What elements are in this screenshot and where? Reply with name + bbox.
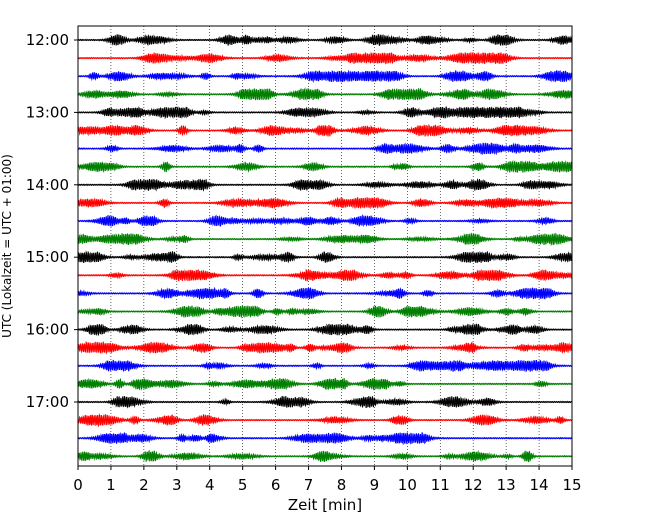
trace-1345: [77, 159, 573, 174]
trace-1215: [77, 51, 573, 65]
x-tick-label-4: 4: [205, 476, 215, 494]
trace-1530: [77, 286, 573, 300]
trace-1230: [77, 69, 573, 84]
y-tick-label-16:00: 16:00: [26, 321, 69, 339]
y-axis-ticks: 12:00 13:00 14:00 15:00 16:00 17:00: [26, 31, 78, 411]
trace-1400: [77, 177, 573, 192]
trace-1330: [77, 142, 573, 156]
trace-1615: [77, 340, 573, 355]
y-tick-label-13:00: 13:00: [26, 103, 69, 121]
y-tick-label-17:00: 17:00: [26, 393, 69, 411]
x-tick-label-6: 6: [271, 476, 281, 494]
x-tick-label-13: 13: [497, 476, 516, 494]
trace-1700: [77, 395, 573, 409]
trace-1245: [77, 87, 573, 101]
trace-1415: [77, 196, 573, 210]
x-axis-ticks: 0 1 2 3 4 5 6 7 8 9 10 11 12 13 14 15: [73, 466, 582, 494]
y-tick-label-14:00: 14:00: [26, 176, 69, 194]
trace-1445: [77, 232, 573, 247]
trace-1730: [77, 431, 573, 446]
seismic-traces: [77, 34, 573, 463]
trace-1515: [77, 268, 573, 282]
trace-1715: [77, 413, 573, 428]
trace-1315: [77, 123, 573, 137]
trace-1430: [77, 213, 573, 228]
x-tick-label-2: 2: [139, 476, 149, 494]
y-tick-label-12:00: 12:00: [26, 31, 69, 49]
y-axis-label: UTC (Lokalzeit = UTC + 01:00): [0, 154, 14, 338]
x-tick-label-3: 3: [172, 476, 182, 494]
x-tick-label-12: 12: [464, 476, 483, 494]
trace-1630: [77, 359, 573, 373]
trace-1645: [77, 377, 573, 391]
x-tick-label-15: 15: [562, 476, 581, 494]
x-tick-label-14: 14: [530, 476, 549, 494]
x-tick-label-7: 7: [304, 476, 314, 494]
x-axis-label: Zeit [min]: [288, 496, 362, 514]
x-tick-label-1: 1: [106, 476, 116, 494]
x-tick-label-10: 10: [398, 476, 417, 494]
trace-1200: [77, 34, 573, 47]
x-tick-label-9: 9: [370, 476, 380, 494]
x-tick-label-11: 11: [431, 476, 450, 494]
trace-1500: [77, 250, 573, 264]
x-tick-label-5: 5: [238, 476, 248, 494]
trace-1745: [77, 449, 573, 463]
trace-1545: [77, 304, 573, 319]
y-tick-label-15:00: 15:00: [26, 248, 69, 266]
trace-1600: [77, 323, 573, 337]
x-tick-label-0: 0: [73, 476, 83, 494]
x-tick-label-8: 8: [337, 476, 347, 494]
trace-1300: [77, 105, 573, 120]
plot-frame: [77, 25, 573, 467]
